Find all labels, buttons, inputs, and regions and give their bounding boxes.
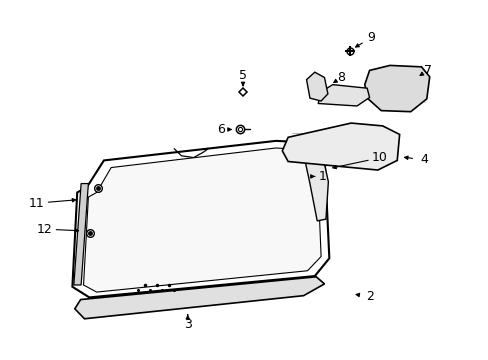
Text: 3: 3 [183, 318, 191, 330]
Text: 2: 2 [366, 290, 374, 303]
Polygon shape [83, 148, 321, 292]
Polygon shape [282, 123, 399, 170]
Polygon shape [72, 141, 329, 297]
Text: 7: 7 [423, 64, 431, 77]
Text: 5: 5 [239, 69, 246, 82]
Text: 8: 8 [337, 71, 345, 84]
Polygon shape [318, 85, 369, 106]
Text: 4: 4 [419, 153, 427, 166]
Text: 1: 1 [319, 170, 326, 183]
Text: 9: 9 [367, 31, 375, 44]
Text: 11: 11 [29, 197, 45, 210]
Polygon shape [75, 277, 324, 319]
Text: 6: 6 [217, 123, 224, 136]
Polygon shape [74, 184, 88, 285]
Polygon shape [306, 72, 327, 101]
Polygon shape [364, 66, 429, 112]
Text: 12: 12 [37, 222, 53, 235]
Text: 10: 10 [370, 152, 386, 165]
Polygon shape [302, 141, 328, 221]
